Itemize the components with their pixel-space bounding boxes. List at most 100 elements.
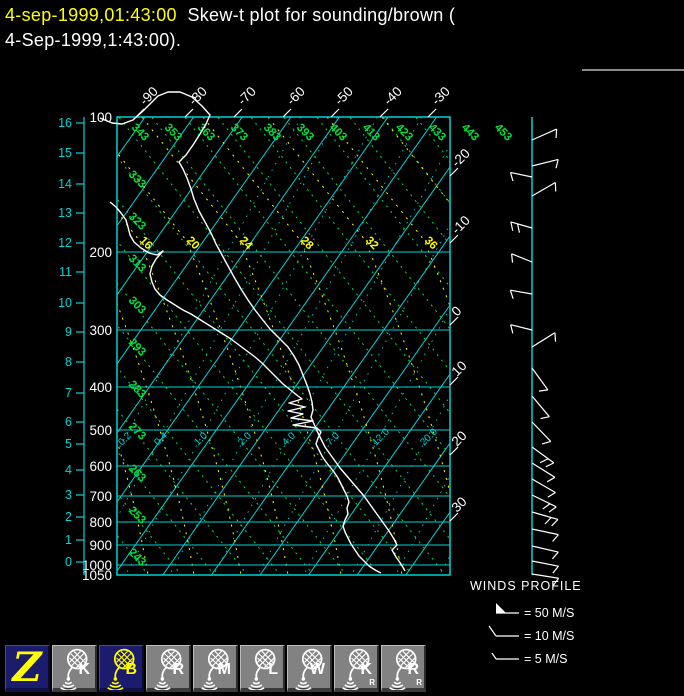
moist-adiabat-labels: 16 20 24 28 32 36 [137,235,440,253]
toolbar-button-k[interactable]: K [52,645,97,692]
svg-text:16: 16 [58,116,72,130]
svg-text:= 10 M/S: = 10 M/S [524,629,574,643]
toolbar-button-label: K [360,661,372,678]
svg-text:4: 4 [65,463,72,477]
svg-text:600: 600 [89,459,112,474]
svg-text:100: 100 [89,110,112,125]
svg-text:343: 343 [129,122,151,144]
svg-text:423: 423 [393,122,415,144]
toolbar-button-w[interactable]: W [287,645,332,692]
svg-text:4.0: 4.0 [280,430,298,448]
svg-text:1050: 1050 [82,568,112,583]
title-text: Skew-t plot for sounding/brown ( [176,5,456,25]
svg-text:443: 443 [459,122,481,144]
svg-text:10: 10 [449,358,470,379]
svg-text:-20: -20 [449,146,473,170]
svg-text:13: 13 [58,206,72,220]
svg-text:0: 0 [65,555,72,569]
svg-text:200: 200 [89,245,112,260]
svg-text:14: 14 [58,177,72,191]
svg-text:433: 433 [426,122,448,144]
plot-border [116,116,451,576]
toolbar-button-l[interactable]: L [240,645,285,692]
pressure-grid [117,251,450,566]
skew-t-plot: 1002003004005006007008009001000105001234… [58,84,582,666]
svg-text:30: 30 [449,494,470,515]
window-title: 4-sep-1999,01:43:00 Skew-t plot for soun… [5,3,455,53]
window-edge-line [582,69,684,71]
toolbar-button-label: K [78,661,90,678]
svg-text:383: 383 [261,122,283,144]
svg-text:8: 8 [65,355,72,369]
field-lines [117,117,450,575]
svg-text:0.4: 0.4 [152,430,170,448]
toolbar: Z K B R [5,643,426,692]
svg-text:303: 303 [126,295,148,317]
toolbar-button-m[interactable]: M [193,645,238,692]
svg-text:1000: 1000 [82,558,112,573]
dewpoint-trace [109,201,382,574]
svg-text:WINDS PROFILE: WINDS PROFILE [470,579,582,593]
svg-text:373: 373 [228,122,250,144]
svg-text:32: 32 [363,235,381,253]
temp-axis-top-labels: -90 -80 -70 -60 -50 -40 -30 [135,84,453,118]
svg-text:2: 2 [65,510,72,524]
svg-text:-60: -60 [284,84,308,108]
toolbar-button-label: L [268,661,278,678]
svg-text:700: 700 [89,489,112,504]
svg-text:413: 413 [360,122,382,144]
toolbar-button-sublabel: R [416,678,422,687]
toolbar-button-z[interactable]: Z [5,643,50,692]
svg-text:7: 7 [65,386,72,400]
svg-text:293: 293 [126,337,148,359]
title-timestamp: 4-sep-1999,01:43:00 [5,5,177,25]
svg-text:300: 300 [89,323,112,338]
svg-text:12: 12 [58,236,72,250]
svg-text:1: 1 [65,533,72,547]
toolbar-button-label: R [172,661,184,678]
svg-text:253: 253 [126,505,148,527]
svg-text:11: 11 [59,265,72,279]
winds-legend: WINDS PROFILE = 50 M/S = 10 M/S = 5 M/S [470,579,582,666]
svg-text:500: 500 [89,423,112,438]
svg-text:800: 800 [89,515,112,530]
svg-text:20: 20 [449,428,470,449]
svg-text:-30: -30 [429,84,453,108]
svg-text:-10: -10 [449,213,473,237]
svg-text:400: 400 [89,380,112,395]
toolbar-button-r[interactable]: R [146,645,191,692]
svg-text:20: 20 [184,235,202,253]
toolbar-button-b[interactable]: B [99,645,144,692]
toolbar-button-label: W [309,661,325,678]
title-text-line2: 4-Sep-1999,1:43:00). [5,30,182,50]
svg-text:10: 10 [58,296,72,310]
svg-text:16: 16 [137,235,155,253]
svg-text:9: 9 [65,325,72,339]
svg-text:353: 353 [162,122,184,144]
temperature-trace [99,91,406,572]
svg-text:3: 3 [65,488,72,502]
svg-text:5: 5 [65,437,72,451]
svg-text:403: 403 [327,122,349,144]
svg-text:7.0: 7.0 [324,430,342,448]
svg-text:6: 6 [65,415,72,429]
toolbar-button-label: M [217,661,231,678]
toolbar-button-label: B [125,661,137,678]
svg-text:28: 28 [298,235,316,253]
svg-text:2.0: 2.0 [236,430,254,448]
svg-text:-50: -50 [332,84,356,108]
svg-text:24: 24 [237,235,255,253]
svg-text:-40: -40 [381,84,405,108]
svg-text:15: 15 [58,146,72,160]
app-logo-icon: Z [12,643,42,691]
wind-profile [509,117,560,586]
svg-text:= 5 M/S: = 5 M/S [524,652,567,666]
toolbar-button-sublabel: R [369,678,375,687]
temp-axis-right-labels: -20 -10 0 10 20 30 [449,146,473,522]
svg-text:-70: -70 [235,84,259,108]
svg-text:453: 453 [492,122,514,144]
